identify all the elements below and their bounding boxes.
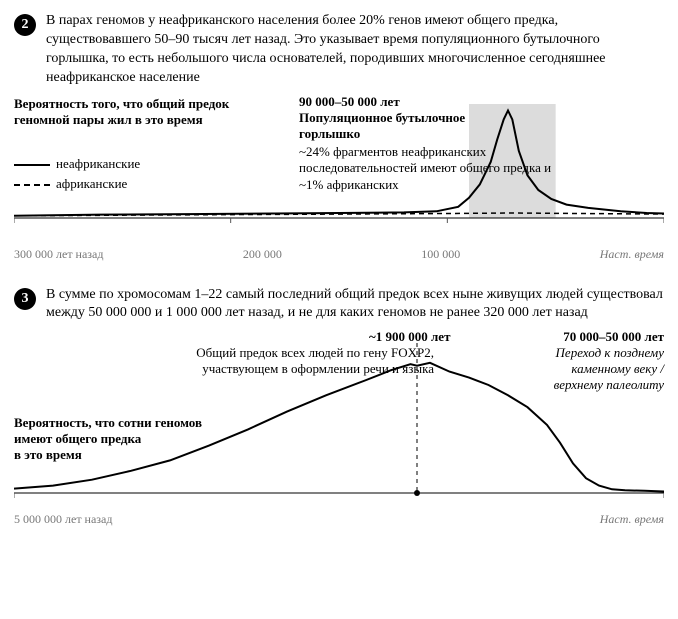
legend-african: африканские: [14, 176, 127, 193]
right-line2: каменному веку /: [571, 361, 664, 378]
band-body: ~24% фрагментов неафриканских последоват…: [299, 144, 559, 195]
xaxis-tick-label: Наст. время: [600, 512, 664, 527]
right-line1: Переход к позднему: [556, 345, 664, 362]
panel-3: 3 В сумме по хромосомам 1–22 самый после…: [14, 286, 664, 528]
legend-nonafrican: неафриканские: [14, 156, 140, 173]
band-years: 90 000–50 000 лет: [299, 94, 400, 111]
foxp2-line2: участвующем в оформлении речи и языка: [114, 361, 434, 378]
badge-3: 3: [14, 288, 36, 310]
xaxis-tick-label: 200 000: [243, 247, 282, 262]
ytitle3-l2: имеют общего предка: [14, 431, 141, 448]
panel-2-header: 2 В парах геномов у неафриканского насел…: [14, 12, 664, 88]
badge-2: 2: [14, 14, 36, 36]
xaxis-tick-label: 5 000 000 лет назад: [14, 512, 112, 527]
panel-3-header: 3 В сумме по хромосомам 1–22 самый после…: [14, 286, 664, 324]
legend-nonafrican-label: неафриканские: [56, 156, 140, 171]
chart2-ytitle: Вероятность того, что общий предок геном…: [14, 96, 234, 130]
legend-african-label: африканские: [56, 176, 127, 191]
ytitle3-l3: в это время: [14, 447, 82, 464]
vline-label: ~1 900 000 лет: [369, 329, 450, 346]
xaxis-tick-label: 300 000 лет назад: [14, 247, 103, 262]
band-title: Популяционное бутылочное горлышко: [299, 110, 499, 144]
xaxis-tick-label: Наст. время: [600, 247, 664, 262]
right-years: 70 000–50 000 лет: [563, 329, 664, 346]
panel-2: 2 В парах геномов у неафриканского насел…: [14, 12, 664, 262]
foxp2-line1: Общий предок всех людей по гену FOXP2,: [114, 345, 434, 362]
chart-3-xaxis: 5 000 000 лет назад Наст. время: [14, 512, 664, 527]
xaxis-tick-label: 100 000: [421, 247, 460, 262]
chart-3-wrap: ~1 900 000 лет Общий предок всех людей п…: [14, 333, 664, 508]
panel-3-intro: В сумме по хромосомам 1–22 самый последн…: [46, 286, 664, 324]
legend-swatch-dashed: [14, 184, 50, 186]
chart-2-wrap: Вероятность того, что общий предок геном…: [14, 98, 664, 243]
right-line3: верхнему палеолиту: [554, 377, 664, 394]
panel-2-intro: В парах геномов у неафриканского населен…: [46, 12, 664, 88]
legend-swatch-solid: [14, 164, 50, 166]
ytitle3-l1: Вероятность, что сотни геномов: [14, 415, 202, 432]
chart-2-xaxis: 300 000 лет назад 200 000 100 000 Наст. вре…: [14, 247, 664, 262]
